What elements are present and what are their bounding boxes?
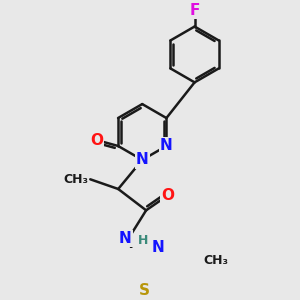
Text: N: N <box>136 152 148 167</box>
Text: O: O <box>161 188 174 203</box>
Text: N: N <box>152 240 164 255</box>
Text: O: O <box>90 133 103 148</box>
Text: N: N <box>160 139 173 154</box>
Text: CH₃: CH₃ <box>203 254 228 267</box>
Text: CH₃: CH₃ <box>63 173 88 186</box>
Text: N: N <box>119 231 132 246</box>
Text: F: F <box>189 3 200 18</box>
Text: S: S <box>139 283 150 298</box>
Text: H: H <box>138 234 149 247</box>
